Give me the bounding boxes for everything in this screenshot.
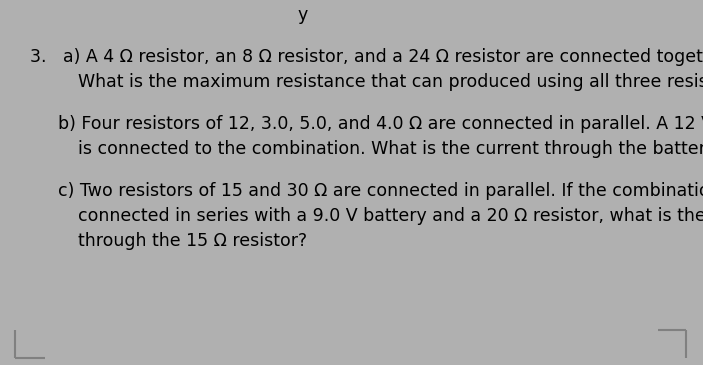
Text: is connected to the combination. What is the current through the battery?: is connected to the combination. What is…: [78, 140, 703, 158]
Text: What is the maximum resistance that can produced using all three resistors?: What is the maximum resistance that can …: [78, 73, 703, 91]
Text: c) Two resistors of 15 and 30 Ω are connected in parallel. If the combination is: c) Two resistors of 15 and 30 Ω are conn…: [58, 182, 703, 200]
Text: connected in series with a 9.0 V battery and a 20 Ω resistor, what is the curren: connected in series with a 9.0 V battery…: [78, 207, 703, 225]
Text: 3.   a) A 4 Ω resistor, an 8 Ω resistor, and a 24 Ω resistor are connected toget: 3. a) A 4 Ω resistor, an 8 Ω resistor, a…: [30, 48, 703, 66]
Text: through the 15 Ω resistor?: through the 15 Ω resistor?: [78, 232, 307, 250]
Text: y: y: [298, 6, 308, 24]
Text: b) Four resistors of 12, 3.0, 5.0, and 4.0 Ω are connected in parallel. A 12 V b: b) Four resistors of 12, 3.0, 5.0, and 4…: [58, 115, 703, 133]
